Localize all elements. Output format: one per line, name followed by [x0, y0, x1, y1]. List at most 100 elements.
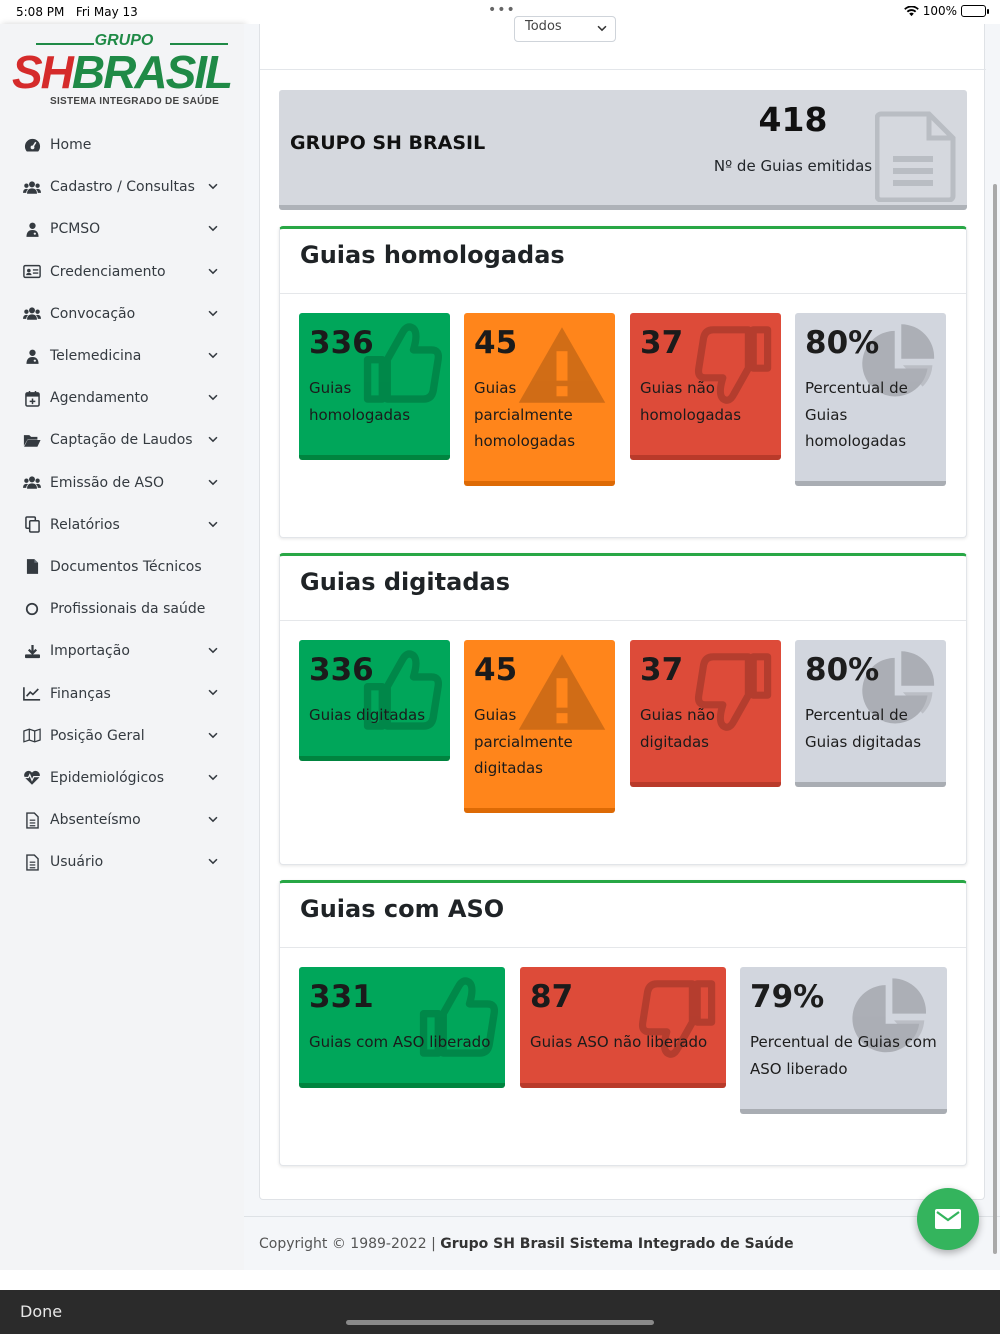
- sidebar-item-pcmso[interactable]: PCMSO: [0, 208, 244, 250]
- thumbs-up-icon: [361, 321, 443, 405]
- sidebar-item-financas[interactable]: Finanças: [0, 672, 244, 714]
- stat-label: Guias não digitadas: [640, 706, 715, 751]
- copyright-prefix: Copyright © 1989-2022 |: [259, 1236, 441, 1252]
- stat-box-red[interactable]: 87 Guias ASO não liberado: [520, 967, 726, 1088]
- sidebar-item-epidemiologicos[interactable]: Epidemiológicos: [0, 757, 244, 799]
- stat-box-green[interactable]: 336 Guias homologadas: [299, 313, 450, 460]
- chevron-down-icon: [206, 390, 222, 406]
- message-button[interactable]: [917, 1188, 979, 1250]
- logo-brasil: BRASIL: [71, 46, 233, 98]
- stat-box-grey[interactable]: 80% Percentual de Guias homologadas: [795, 313, 946, 486]
- main-content: Todos GRUPO SH BRASIL 418 Nº de Guias em…: [244, 16, 1000, 1270]
- stat-value: 80%: [805, 652, 880, 688]
- users-icon: [23, 178, 41, 196]
- status-time: 5:08 PM Fri May 13: [16, 5, 138, 19]
- battery-percent: 100%: [922, 4, 957, 18]
- sidebar-item-captacao-de-laudos[interactable]: Captação de Laudos: [0, 419, 244, 461]
- calendar-plus-icon: [23, 389, 41, 407]
- users-icon: [23, 305, 41, 323]
- copy-icon: [23, 516, 41, 534]
- envelope-icon: [935, 1209, 961, 1229]
- chevron-down-icon: [206, 348, 222, 364]
- stat-label: Guias não homologadas: [640, 379, 742, 424]
- section-title: Guias homologadas: [300, 241, 565, 269]
- stat-box-orange[interactable]: 45 Guias parcialmente homologadas: [464, 313, 615, 486]
- chevron-down-icon: [597, 25, 607, 32]
- chevron-down-icon: [206, 854, 222, 870]
- stat-label: Guias digitadas: [309, 706, 426, 724]
- multitask-dots-icon[interactable]: •••: [488, 2, 516, 18]
- sidebar: GRUPO SHBRASIL SISTEMA INTEGRADO DE SAÚD…: [0, 24, 244, 1270]
- home-indicator: [346, 1320, 654, 1325]
- file-alt-icon: [23, 853, 41, 871]
- chart-line-icon: [23, 685, 41, 703]
- sidebar-item-agendamento[interactable]: Agendamento: [0, 377, 244, 419]
- user-md-icon: [23, 220, 41, 238]
- sidebar-item-credenciamento[interactable]: Credenciamento: [0, 251, 244, 293]
- chevron-down-icon: [206, 306, 222, 322]
- sidebar-item-label: Credenciamento: [50, 263, 166, 280]
- status-time-text: 5:08 PM: [16, 5, 65, 19]
- logo-line: [170, 43, 228, 45]
- section-title: Guias digitadas: [300, 568, 510, 596]
- stat-label: Guias homologadas: [309, 379, 411, 424]
- sidebar-item-emissao-de-aso[interactable]: Emissão de ASO: [0, 462, 244, 504]
- stat-label: Percentual de Guias digitadas: [805, 706, 922, 751]
- stat-value: 45: [474, 652, 518, 688]
- stat-box-orange[interactable]: 45 Guias parcialmente digitadas: [464, 640, 615, 813]
- stat-box-green[interactable]: 336 Guias digitadas: [299, 640, 450, 761]
- dashboard-panel: Todos GRUPO SH BRASIL 418 Nº de Guias em…: [259, 16, 986, 1200]
- sidebar-item-relatorios[interactable]: Relatórios: [0, 504, 244, 546]
- sidebar-item-importacao[interactable]: Importação: [0, 630, 244, 672]
- stat-value: 45: [474, 325, 518, 361]
- stat-box-red[interactable]: 37 Guias não homologadas: [630, 313, 781, 460]
- chevron-down-icon: [206, 221, 222, 237]
- sidebar-item-label: Emissão de ASO: [50, 474, 164, 491]
- sidebar-item-posicao-geral[interactable]: Posição Geral: [0, 715, 244, 757]
- sidebar-item-label: Telemedicina: [50, 348, 142, 365]
- sidebar-item-usuario[interactable]: Usuário: [0, 841, 244, 883]
- sidebar-item-label: Convocação: [50, 305, 136, 322]
- chevron-down-icon: [206, 475, 222, 491]
- stat-value: 79%: [750, 979, 825, 1015]
- sidebar-item-profissionais-da-saude[interactable]: Profissionais da saúde: [0, 588, 244, 630]
- map-icon: [23, 727, 41, 745]
- logo[interactable]: GRUPO SHBRASIL SISTEMA INTEGRADO DE SAÚD…: [10, 30, 238, 114]
- sidebar-item-label: Agendamento: [50, 390, 149, 407]
- sidebar-item-label: Finanças: [50, 685, 111, 702]
- chevron-down-icon: [206, 179, 222, 195]
- sidebar-item-label: Cadastro / Consultas: [50, 179, 195, 196]
- filter-select[interactable]: Todos: [514, 16, 616, 42]
- sidebar-item-cadastro-consultas[interactable]: Cadastro / Consultas: [0, 166, 244, 208]
- stat-box-red[interactable]: 37 Guias não digitadas: [630, 640, 781, 787]
- stat-label: Guias com ASO liberado: [309, 1033, 491, 1051]
- folder-open-icon: [23, 431, 41, 449]
- stat-value: 336: [309, 652, 374, 688]
- stat-box-green[interactable]: 331 Guias com ASO liberado: [299, 967, 505, 1088]
- section-guias-digitadas: Guias digitadas 336 Guias digitadas 45 Guia…: [279, 553, 967, 865]
- thumbs-down-icon: [694, 325, 774, 405]
- stat-box-grey[interactable]: 79% Percentual de Guias com ASO liberado: [740, 967, 947, 1114]
- file-alt-icon: [23, 811, 41, 829]
- done-button[interactable]: Done: [20, 1302, 63, 1321]
- copyright-company[interactable]: Grupo SH Brasil Sistema Integrado de Saú…: [440, 1236, 794, 1252]
- divider: [280, 947, 966, 948]
- sidebar-item-documentos-tecnicos[interactable]: Documentos Técnicos: [0, 546, 244, 588]
- stat-label: Percentual de Guias com ASO liberado: [750, 1033, 937, 1078]
- stat-box-grey[interactable]: 80% Percentual de Guias digitadas: [795, 640, 946, 787]
- sidebar-item-label: PCMSO: [50, 221, 101, 238]
- logo-line: [36, 43, 94, 45]
- sidebar-item-absenteismo[interactable]: Absenteísmo: [0, 799, 244, 841]
- scrollbar[interactable]: [993, 184, 997, 1254]
- stat-label: Guias parcialmente homologadas: [474, 379, 576, 450]
- logo-sh: SH: [12, 46, 74, 98]
- stat-value: 87: [530, 979, 574, 1015]
- sidebar-item-convocacao[interactable]: Convocação: [0, 293, 244, 335]
- stat-value: 37: [640, 325, 684, 361]
- thumbs-up-icon: [417, 975, 499, 1059]
- footer: Copyright © 1989-2022 | Grupo SH Brasil …: [244, 1216, 1000, 1270]
- users-icon: [23, 474, 41, 492]
- sidebar-item-telemedicina[interactable]: Telemedicina: [0, 335, 244, 377]
- thumbs-down-icon: [694, 652, 774, 732]
- sidebar-item-home[interactable]: Home: [0, 124, 244, 166]
